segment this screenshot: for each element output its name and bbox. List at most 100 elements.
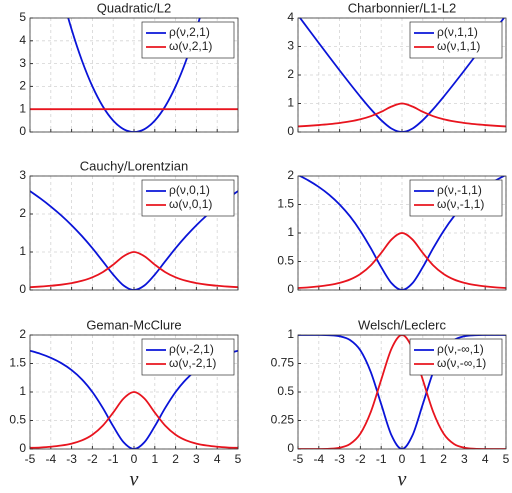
y-tick-label: 1 — [19, 101, 26, 115]
y-tick-label: 0 — [287, 124, 294, 138]
y-tick-label: 4 — [287, 10, 294, 24]
x-tick-label: -5 — [293, 452, 304, 466]
legend-label: ρ(ν,1,1) — [437, 25, 478, 39]
subplot: Charbonnier/L1-L2 0 1 2 3 4 ρ(ν,1,1)ω(ν,1,1) — [287, 0, 507, 138]
series-line — [30, 190, 238, 290]
x-axis-label: ν — [398, 469, 407, 491]
x-tick-label: -3 — [66, 452, 77, 466]
y-tick-label: 1 — [19, 384, 26, 398]
series-line — [30, 251, 238, 289]
subplot-title: Geman-McClure — [86, 317, 181, 332]
x-tick-label: 1 — [151, 452, 158, 466]
y-tick-label: 1 — [287, 327, 294, 341]
x-tick-label: 5 — [503, 452, 510, 466]
x-tick-label: -5 — [25, 452, 36, 466]
subplot: 0 0.5 1 1.5 2 ρ(ν,-1,1)ω(ν,-1,1) — [277, 168, 507, 296]
subplot-title: Quadratic/L2 — [97, 0, 171, 15]
axes-frame — [29, 175, 239, 291]
y-tick-label: 4 — [19, 33, 26, 47]
legend: ρ(ν,-2,1)ω(ν,-2,1) — [141, 338, 235, 376]
x-tick-label: 0 — [131, 452, 138, 466]
subplot-title: Welsch/Leclerc — [358, 317, 446, 332]
x-tick-label: 4 — [214, 452, 221, 466]
y-tick-label: 3 — [19, 56, 26, 70]
y-tick-label: 5 — [19, 10, 26, 24]
x-tick-label: 0 — [399, 452, 406, 466]
y-tick-label: 0 — [19, 124, 26, 138]
legend-label: ω(ν,2,1) — [169, 39, 212, 53]
legend-label: ω(ν,-2,1) — [169, 356, 216, 370]
y-tick-label: 0.5 — [277, 254, 294, 268]
axes-frame — [297, 334, 507, 450]
legend-label: ρ(ν,-1,1) — [437, 183, 482, 197]
y-tick-label: 1 — [287, 96, 294, 110]
x-axis-label: ν — [130, 469, 139, 491]
x-tick-label: 3 — [461, 452, 468, 466]
legend-label: ρ(ν,0,1) — [169, 183, 210, 197]
legend: ρ(ν,-1,1)ω(ν,-1,1) — [409, 179, 503, 217]
axes-frame — [297, 175, 507, 291]
y-tick-label: 2 — [19, 327, 26, 341]
legend: ρ(ν,1,1)ω(ν,1,1) — [409, 21, 503, 59]
subplot: Cauchy/Lorentzian 0 1 2 3 ρ(ν,0,1)ω(ν,0,1) — [19, 158, 239, 296]
legend-label: ω(ν,-1,1) — [437, 197, 484, 211]
x-tick-label: 3 — [193, 452, 200, 466]
series-line — [298, 102, 506, 128]
legend-box — [409, 21, 503, 59]
legend-label: ρ(ν,2,1) — [169, 25, 210, 39]
legend-box — [409, 179, 503, 217]
legend: ρ(ν,2,1)ω(ν,2,1) — [141, 21, 235, 59]
x-tick-label: -2 — [87, 452, 98, 466]
legend-box — [409, 338, 503, 376]
x-tick-label: -2 — [355, 452, 366, 466]
legend-label: ω(ν,1,1) — [437, 39, 480, 53]
legend-box — [141, 21, 235, 59]
subplot: Quadratic/L2 0 1 2 3 4 5 ρ(ν,2,1)ω(ν,2,1) — [19, 0, 239, 138]
y-tick-label: 1 — [19, 244, 26, 258]
axes-frame — [29, 17, 239, 133]
legend-label: ω(ν,0,1) — [169, 197, 212, 211]
y-tick-label: 0.25 — [271, 413, 295, 427]
y-tick-label: 2 — [19, 206, 26, 220]
legend-box — [141, 179, 235, 217]
series-line — [298, 232, 506, 289]
x-tick-label: -4 — [45, 452, 56, 466]
y-tick-label: 0 — [287, 282, 294, 296]
series-line — [30, 391, 238, 449]
legend: ρ(ν,-∞,1)ω(ν,-∞,1) — [409, 338, 503, 376]
x-tick-label: -4 — [313, 452, 324, 466]
y-tick-label: 0.75 — [271, 356, 295, 370]
x-tick-label: 2 — [172, 452, 179, 466]
y-tick-label: 3 — [287, 39, 294, 53]
legend: ρ(ν,0,1)ω(ν,0,1) — [141, 179, 235, 217]
x-tick-label: -1 — [108, 452, 119, 466]
y-tick-label: 3 — [19, 168, 26, 182]
series-line — [298, 18, 506, 132]
subplot: Welsch/Leclerc-5 -4 -3 -2 -1 0 1 2 3 4 500.250.50.… — [271, 317, 510, 490]
x-tick-label: 4 — [482, 452, 489, 466]
x-tick-label: -3 — [334, 452, 345, 466]
axes-frame — [29, 334, 239, 450]
legend-label: ω(ν,-∞,1) — [437, 356, 486, 370]
axes-frame — [297, 17, 507, 133]
legend-label: ρ(ν,-2,1) — [169, 342, 214, 356]
y-tick-label: 1 — [287, 225, 294, 239]
subplot: Geman-McClure-5 -4 -3 -2 -1 0 1 2 3 4 500.511.52νρ… — [9, 317, 241, 490]
x-tick-label: 1 — [419, 452, 426, 466]
y-tick-label: 2 — [287, 67, 294, 81]
y-tick-label: 2 — [19, 79, 26, 93]
legend-box — [141, 338, 235, 376]
y-tick-label: 0 — [19, 441, 26, 455]
y-tick-label: 1.5 — [9, 356, 26, 370]
x-tick-label: 2 — [440, 452, 447, 466]
y-tick-label: 0 — [19, 282, 26, 296]
subplot-title: Charbonnier/L1-L2 — [348, 0, 456, 15]
x-tick-label: -1 — [376, 452, 387, 466]
subplot-title: Cauchy/Lorentzian — [80, 158, 188, 173]
y-tick-label: 1.5 — [277, 197, 294, 211]
y-tick-label: 0.5 — [9, 413, 26, 427]
x-tick-label: 5 — [235, 452, 242, 466]
y-tick-label: 0 — [287, 441, 294, 455]
y-tick-label: 2 — [287, 168, 294, 182]
